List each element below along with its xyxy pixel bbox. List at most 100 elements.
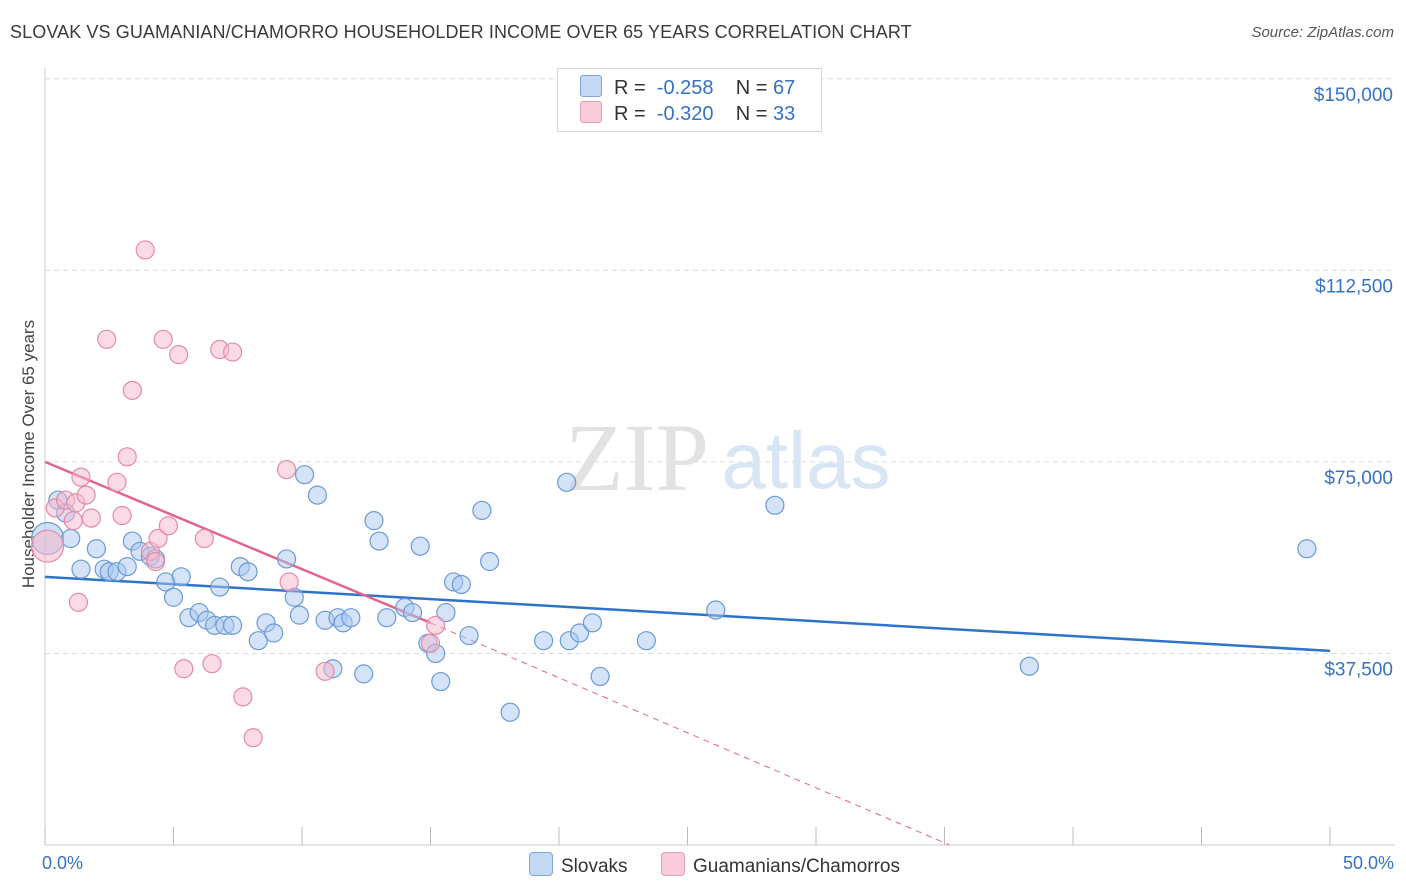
guamanian-point xyxy=(117,447,137,467)
guamanian-point xyxy=(81,508,101,528)
guamanian-point xyxy=(63,511,83,531)
slovak-point xyxy=(451,574,471,595)
slovak-point xyxy=(289,605,310,625)
guamanian-point xyxy=(279,572,299,592)
slovak-point xyxy=(307,485,328,505)
guamanians-swatch xyxy=(580,101,602,123)
guamanian-point xyxy=(276,459,297,480)
slovak-point xyxy=(163,587,184,607)
legend-row-slovaks: R = -0.258 N = 67 xyxy=(580,75,795,101)
guamanian-point xyxy=(223,342,243,362)
slovak-point xyxy=(210,577,230,597)
y-tick-label: $150,000 xyxy=(1314,85,1393,106)
legend-n-label: N = xyxy=(735,77,768,99)
slovak-point xyxy=(582,613,603,633)
y-tick-label: $37,500 xyxy=(1324,659,1393,680)
tick-labels: $37,500 $75,000 $112,500 $150,000 0.0% 50.0% xyxy=(42,85,1394,873)
grid-lines xyxy=(45,78,1395,654)
watermark: ZIP atlas xyxy=(565,404,890,511)
legend-r-value: -0.258 xyxy=(656,77,714,99)
legend-r-label: R = xyxy=(614,103,646,125)
slovak-point xyxy=(459,625,479,646)
legend-row-guamanians: R = -0.320 N = 33 xyxy=(580,101,795,127)
slovak-point xyxy=(86,539,107,559)
guamanian-point xyxy=(420,633,441,653)
data-points xyxy=(30,240,1317,748)
slovak-point xyxy=(557,472,577,492)
guamanian-point xyxy=(135,240,155,260)
guamanian-point xyxy=(30,529,65,563)
slovak-point xyxy=(171,567,191,587)
slovak-point xyxy=(117,557,137,577)
slovak-point xyxy=(1297,539,1317,559)
guamanian-point xyxy=(112,505,132,526)
x-tick-label-min: 0.0% xyxy=(42,853,83,873)
slovak-point xyxy=(71,559,91,579)
watermark-atlas: atlas xyxy=(722,416,891,505)
legend-r-label: R = xyxy=(614,77,646,99)
guamanian-point xyxy=(158,516,178,536)
slovak-point xyxy=(402,602,423,623)
guamanian-point xyxy=(68,592,89,612)
guamanian-trend-extension xyxy=(430,622,950,846)
slovaks-legend-swatch xyxy=(529,852,553,876)
chart-title: SLOVAK VS GUAMANIAN/CHAMORRO HOUSEHOLDER… xyxy=(10,22,912,42)
x-tick-label-max: 50.0% xyxy=(1343,853,1394,873)
guamanian-point xyxy=(426,615,446,635)
slovak-point xyxy=(238,562,258,582)
slovak-point xyxy=(500,702,520,722)
guamanian-point xyxy=(243,728,263,748)
slovak-point xyxy=(1019,656,1039,676)
legend-n-value: 33 xyxy=(773,103,796,125)
slovak-point xyxy=(410,536,430,556)
guamanian-point xyxy=(174,659,194,679)
guamanian-point xyxy=(145,551,166,572)
slovak-point xyxy=(369,531,389,551)
legend-item-slovaks: Slovaks xyxy=(529,852,628,878)
guamanian-point xyxy=(76,485,96,505)
slovak-point xyxy=(264,623,284,643)
guamanian-point xyxy=(107,472,127,492)
legend-n-value: 67 xyxy=(773,77,796,99)
slovak-point xyxy=(569,623,590,643)
slovak-point xyxy=(636,631,656,651)
guamanian-point xyxy=(122,380,142,400)
slovak-point xyxy=(480,551,500,572)
y-tick-label: $112,500 xyxy=(1315,276,1393,297)
slovak-point xyxy=(472,500,492,521)
slovak-point xyxy=(364,511,384,531)
guamanian-point xyxy=(233,687,253,707)
guamanians-legend-label: Guamanians/Chamorros xyxy=(693,856,900,877)
slovak-point xyxy=(294,465,315,485)
slovak-point xyxy=(341,608,361,628)
guamanian-point xyxy=(169,345,189,365)
slovak-point xyxy=(533,631,554,651)
axes xyxy=(44,68,1395,846)
y-tick-label: $75,000 xyxy=(1324,468,1393,489)
slovak-point xyxy=(590,666,610,687)
slovak-point xyxy=(276,549,297,569)
guamanian-point xyxy=(153,329,173,349)
guamanian-point xyxy=(315,661,335,681)
watermark-zip: ZIP xyxy=(565,404,709,511)
correlation-legend: R = -0.258 N = 67 R = -0.320 N = 33 xyxy=(557,68,822,132)
guamanian-point xyxy=(148,528,168,549)
slovak-trend-line xyxy=(44,575,1331,653)
guamanian-point xyxy=(97,329,117,349)
legend-r-value: -0.320 xyxy=(656,103,714,125)
guamanians-legend-swatch xyxy=(661,852,685,876)
slovak-point xyxy=(223,615,243,635)
trend-lines xyxy=(44,460,1331,846)
source-credit: Source: ZipAtlas.com xyxy=(1251,24,1394,41)
slovak-point xyxy=(765,495,785,515)
slovak-point xyxy=(431,671,451,692)
slovak-point xyxy=(61,528,81,549)
slovak-point xyxy=(354,664,374,684)
slovaks-swatch xyxy=(580,75,602,97)
legend-item-guamanians: Guamanians/Chamorros xyxy=(661,852,900,878)
slovaks-legend-label: Slovaks xyxy=(561,856,628,877)
slovak-point xyxy=(706,600,726,620)
guamanian-point xyxy=(71,467,91,487)
legend-n-label: N = xyxy=(735,103,768,125)
